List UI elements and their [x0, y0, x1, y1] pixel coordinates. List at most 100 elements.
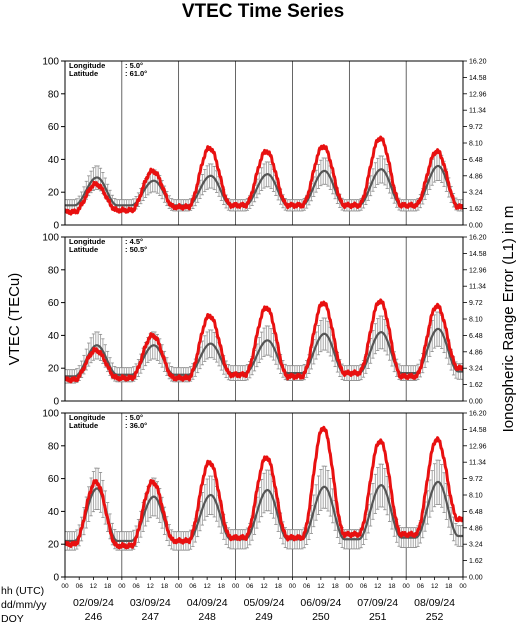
median-series	[65, 480, 463, 543]
panels: 0 20 40 60 80 100 0.00 1.62 3.24 4.86 6.48 8.10 9.72…	[42, 57, 486, 584]
longitude-value: : 5.0°	[125, 413, 143, 422]
doy-label: 248	[198, 611, 216, 623]
hour-tick-label: 12	[260, 583, 268, 590]
hour-tick-label: 18	[388, 583, 396, 590]
right-tick-label: 14.58	[469, 75, 487, 82]
doy-label: 246	[85, 611, 103, 623]
y-tick-label: 100	[42, 57, 59, 68]
y-tick-label: 60	[48, 474, 60, 485]
longitude-label: Longitude	[69, 237, 105, 246]
right-tick-label: 16.20	[469, 235, 487, 242]
right-tick-label: 11.34	[469, 108, 486, 115]
hour-tick-label: 06	[303, 583, 311, 590]
right-tick-label: 11.34	[469, 284, 486, 291]
hour-tick-label: 06	[189, 583, 197, 590]
panel-2: 0 20 40 60 80 100 0.00 1.62 3.24 4.86 6.48 8.10 9.72…	[42, 233, 486, 408]
y-tick-label: 20	[48, 540, 60, 551]
hour-tick-label: 18	[161, 583, 169, 590]
right-tick-label: 6.48	[469, 157, 483, 164]
y-axis-label-right: Ionospheric Range Error (L1) in m	[500, 206, 517, 433]
right-tick-label: 12.96	[469, 267, 487, 274]
right-tick-label: 0.00	[469, 223, 483, 230]
right-tick-label: 0.00	[469, 399, 483, 406]
latitude-value: : 36.0°	[125, 421, 147, 430]
date-label: 02/09/24	[73, 597, 114, 609]
hour-tick-label: 12	[317, 583, 325, 590]
doy-label: 250	[312, 611, 330, 623]
y-tick-label: 80	[48, 265, 60, 276]
right-tick-label: 8.10	[469, 493, 483, 500]
y-tick-label: 40	[48, 507, 60, 518]
y-tick-label: 60	[48, 122, 60, 133]
y-tick-label: 80	[48, 441, 60, 452]
right-tick-label: 3.24	[469, 542, 483, 549]
date-label: 06/09/24	[300, 597, 341, 609]
y-tick-label: 40	[48, 155, 60, 166]
right-tick-label: 1.62	[469, 558, 483, 565]
observed-series	[65, 298, 463, 384]
right-tick-label: 16.20	[469, 59, 487, 66]
hour-tick-label: 12	[204, 583, 212, 590]
chart-title: VTEC Time Series	[182, 1, 344, 22]
y-tick-label: 0	[53, 221, 59, 232]
hour-tick-label: 00	[118, 583, 126, 590]
y-tick-label: 100	[42, 409, 59, 420]
longitude-value: : 5.0°	[125, 61, 143, 70]
right-tick-label: 12.96	[469, 91, 487, 98]
x-axis: 00 06 12 18 02/09/24 246 00 06 12 18 03/09/24 247 00…	[1, 577, 467, 623]
latitude-label: Latitude	[69, 245, 98, 254]
plot-area	[65, 135, 463, 216]
y-tick-label: 80	[48, 89, 60, 100]
longitude-value: : 4.5°	[125, 237, 143, 246]
doy-label: 247	[142, 611, 160, 623]
right-tick-label: 12.96	[469, 443, 487, 450]
latitude-label: Latitude	[69, 69, 98, 78]
right-tick-label: 1.62	[469, 382, 483, 389]
right-tick-label: 8.10	[469, 141, 483, 148]
hour-tick-label: 06	[417, 583, 425, 590]
right-tick-label: 9.72	[469, 124, 483, 131]
date-label: 03/09/24	[130, 597, 171, 609]
y-tick-label: 40	[48, 331, 60, 342]
date-label: 05/09/24	[244, 597, 285, 609]
hour-tick-label: 06	[132, 583, 140, 590]
panel-1: 0 20 40 60 80 100 0.00 1.62 3.24 4.86 6.48 8.10 9.72…	[42, 57, 486, 232]
right-tick-label: 14.58	[469, 427, 487, 434]
right-tick-label: 4.86	[469, 173, 483, 180]
hour-tick-label: 00	[459, 583, 467, 590]
right-tick-label: 3.24	[469, 366, 483, 373]
date-label: 07/09/24	[357, 597, 398, 609]
right-tick-label: 1.62	[469, 206, 483, 213]
longitude-label: Longitude	[69, 61, 105, 70]
right-tick-label: 11.34	[469, 460, 486, 467]
hour-tick-label: 00	[346, 583, 354, 590]
latitude-label: Latitude	[69, 421, 98, 430]
right-tick-label: 14.58	[469, 251, 487, 258]
right-tick-label: 9.72	[469, 476, 483, 483]
y-tick-label: 100	[42, 233, 59, 244]
y-tick-label: 60	[48, 298, 60, 309]
y-tick-label: 0	[53, 397, 59, 408]
right-tick-label: 4.86	[469, 349, 483, 356]
plot-area	[65, 425, 463, 551]
hour-tick-label: 06	[360, 583, 368, 590]
hour-tick-label: 06	[246, 583, 254, 590]
doy-label: 252	[426, 611, 444, 623]
y-axis-label-left: VTEC (TECu)	[6, 273, 23, 366]
hour-tick-label: 12	[374, 583, 382, 590]
hour-tick-label: 00	[61, 583, 69, 590]
hour-tick-label: 18	[275, 583, 283, 590]
hour-tick-label: 18	[218, 583, 226, 590]
plot-area	[65, 298, 463, 384]
row-label-date: dd/mm/yy	[1, 599, 47, 611]
observed-series	[65, 135, 463, 216]
hour-tick-label: 12	[431, 583, 439, 590]
right-tick-label: 3.24	[469, 190, 483, 197]
y-tick-label: 20	[48, 364, 60, 375]
panel-3: 0 20 40 60 80 100 0.00 1.62 3.24 4.86 6.48 8.10 9.72…	[42, 409, 486, 584]
right-tick-label: 0.00	[469, 575, 483, 582]
latitude-value: : 61.0°	[125, 69, 147, 78]
date-label: 04/09/24	[187, 597, 228, 609]
hour-tick-label: 18	[104, 583, 112, 590]
right-tick-label: 8.10	[469, 317, 483, 324]
